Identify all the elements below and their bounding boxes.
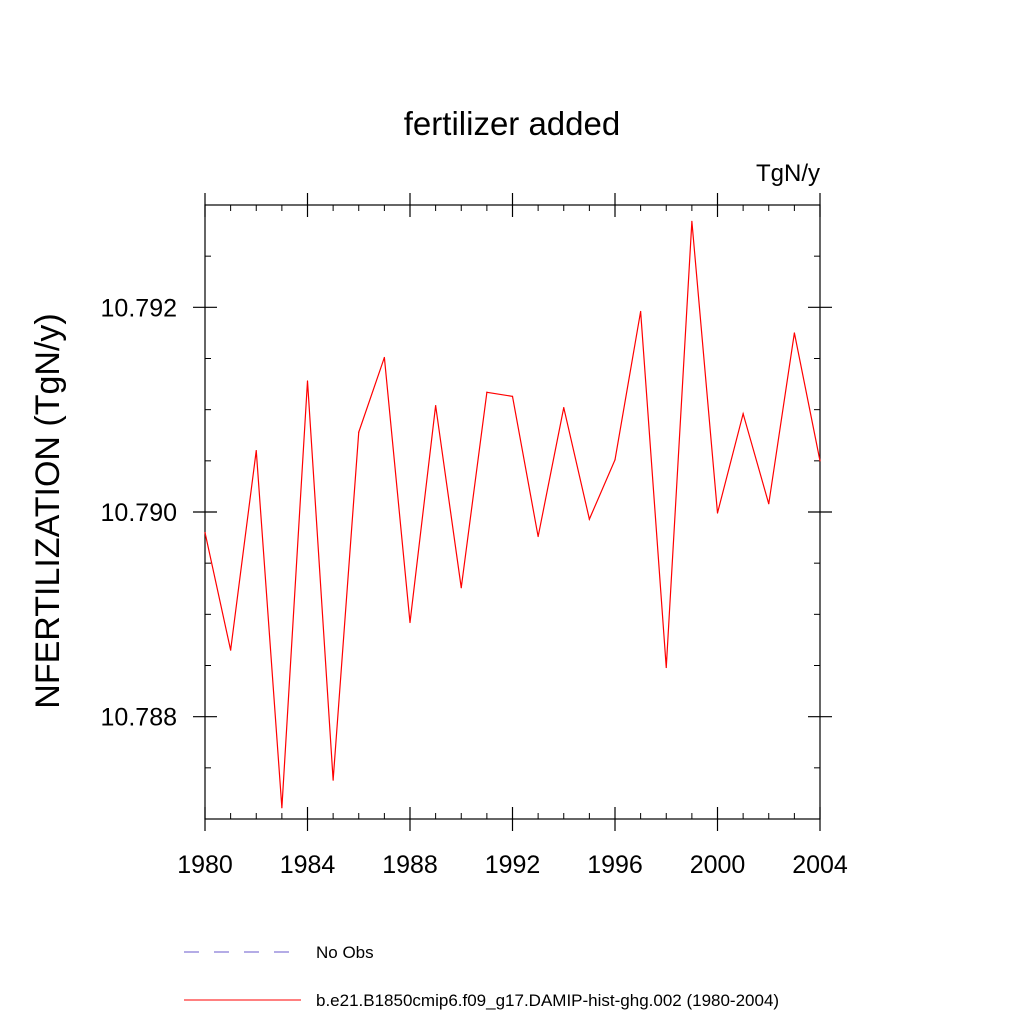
data-point [332,779,334,781]
chart-title: fertilizer added [404,105,620,142]
y-tick-label: 10.788 [101,704,177,732]
data-point [691,220,693,222]
data-point [435,404,437,407]
data-point [306,380,309,382]
data-series [204,220,821,809]
y-axis-label: NFERTILIZATION (TgN/y) [29,313,67,708]
data-point [716,512,719,514]
units-label: TgN/y [756,160,820,187]
data-point [255,450,257,452]
data-point [383,356,385,359]
data-point [204,531,206,534]
legend-label: b.e21.B1850cmip6.f09_g17.DAMIP-hist-ghg.… [316,991,779,1010]
data-point [358,431,360,433]
data-point [486,391,488,393]
x-tick-label: 1988 [382,851,438,879]
data-point [665,666,667,669]
plot-frame [204,204,821,820]
data-point [281,807,283,809]
data-point [563,407,565,409]
y-tick-label: 10.792 [101,294,177,322]
data-point [819,460,821,462]
data-point [614,459,616,461]
axis-tick-labels: 1980 1984 1988 1992 1996 2000 2004 10.788 10.790… [101,294,848,879]
data-point [537,535,539,538]
legend: No Obs b.e21.B1850cmip6.f09_g17.DAMIP-his… [184,943,779,1010]
data-point [742,413,744,415]
y-tick-label: 10.790 [101,499,177,527]
legend-label: No Obs [316,943,374,962]
data-point [588,518,590,520]
x-tick-label: 1984 [280,851,336,879]
x-tick-label: 1992 [485,851,541,879]
data-point [230,649,232,651]
x-tick-label: 1996 [587,851,643,879]
series-line [204,221,821,808]
data-point [460,587,462,589]
data-point [793,332,795,334]
x-tick-label: 2004 [792,851,848,879]
data-point [768,503,770,505]
data-point [409,621,411,624]
x-tick-label: 1980 [177,851,233,879]
data-point [640,310,642,313]
axis-ticks [193,193,832,831]
x-tick-label: 2000 [690,851,746,879]
data-point [511,395,514,397]
